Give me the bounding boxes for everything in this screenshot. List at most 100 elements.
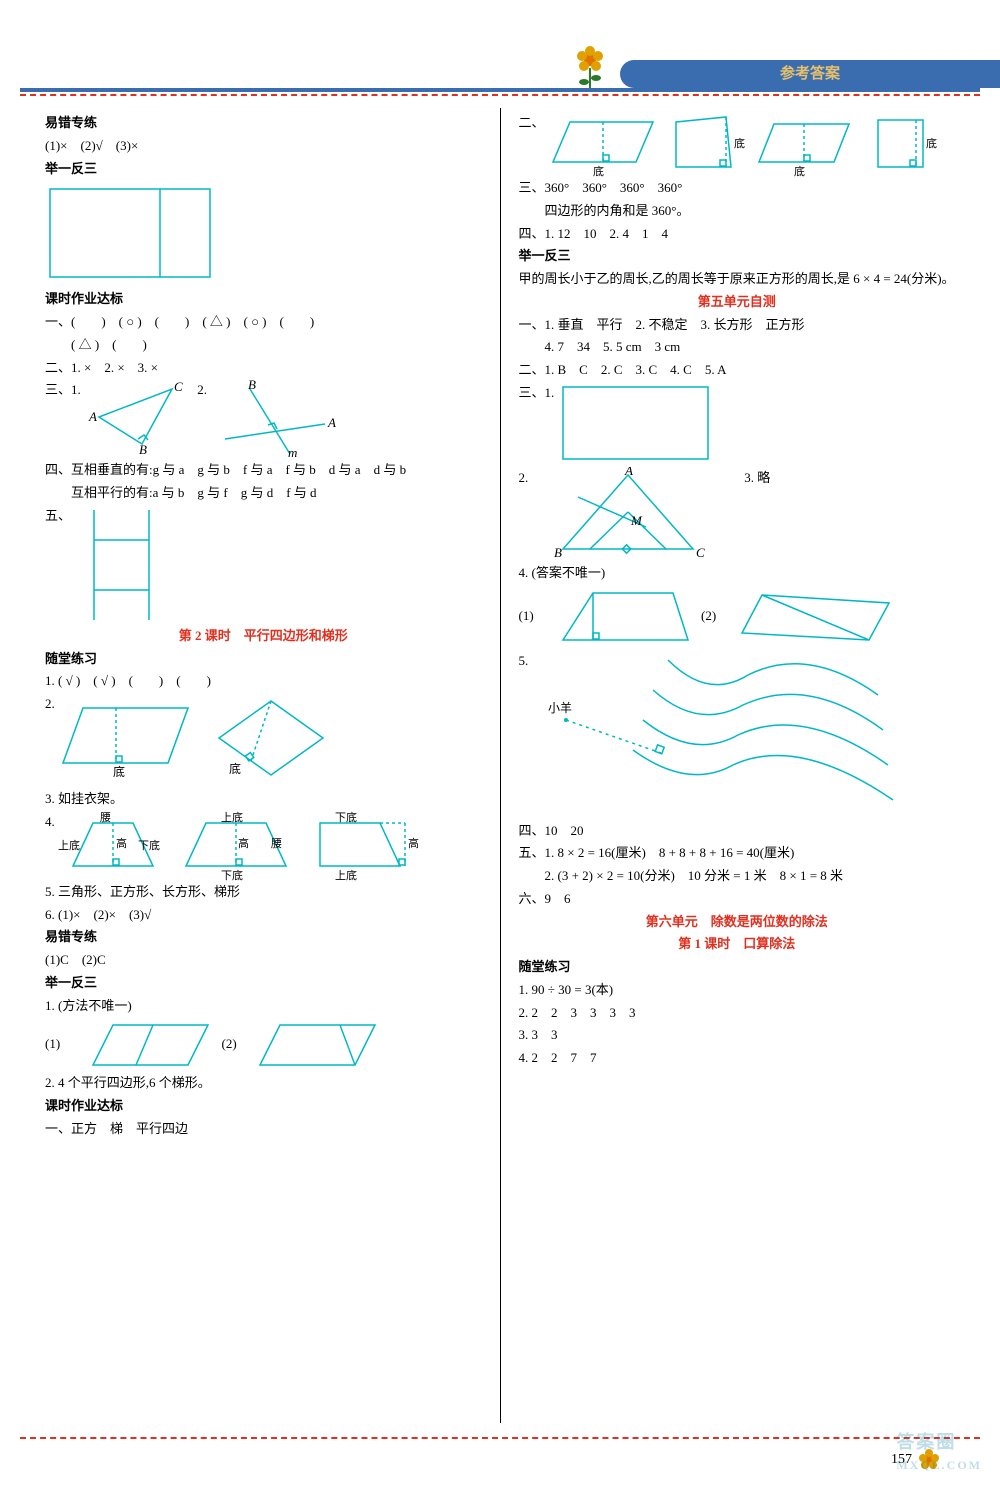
heading: 举一反三 [45, 972, 482, 995]
heading: 举一反三 [45, 158, 482, 181]
heading: 易错专练 [45, 926, 482, 949]
right-column: 二、 底 底 底 [501, 108, 966, 1423]
line: 四、1. 12 10 2. 4 1 4 [519, 223, 956, 246]
svg-text:上底: 上底 [221, 811, 243, 824]
diagram-split-rect [45, 184, 482, 284]
lesson-title: 第 1 课时 口算除法 [519, 933, 956, 956]
line: 3. 3 3 [519, 1024, 956, 1047]
label: 4. [45, 814, 55, 829]
line: 4. 腰 上底 高 下底 上底 高 腰 下底 [45, 811, 482, 881]
red-dash-bottom [20, 1437, 980, 1439]
svg-text:小羊: 小羊 [548, 700, 572, 715]
line: 二、1. B C 2. C 3. C 4. C 5. A [519, 359, 956, 382]
header-title: 参考答案 [620, 60, 1000, 88]
line: 3. 如挂衣架。 [45, 788, 482, 811]
line: 四、互相垂直的有:g 与 a g 与 b f 与 a f 与 b d 与 a d… [45, 459, 482, 482]
line: 一、1. 垂直 平行 2. 不稳定 3. 长方形 正方形 [519, 314, 956, 337]
svg-text:下底: 下底 [221, 868, 243, 881]
line: 二、1. × 2. × 3. × [45, 357, 482, 380]
label: 二、 [519, 115, 545, 130]
label: 五、 [45, 508, 71, 523]
label: 三、1. [519, 385, 555, 400]
label: 2. [197, 382, 207, 397]
line: (1)× (2)√ (3)× [45, 135, 482, 158]
svg-text:腰: 腰 [100, 811, 111, 824]
line: 六、9 6 [519, 888, 956, 911]
svg-text:底: 底 [113, 764, 125, 778]
unit-title: 第五单元自测 [519, 291, 956, 314]
svg-text:A: A [624, 467, 633, 478]
line: 2. 4 个平行四边形,6 个梯形。 [45, 1072, 482, 1095]
line: 互相平行的有:a 与 b g 与 f g 与 d f 与 d [45, 482, 482, 505]
line: 二、 底 底 底 [519, 112, 956, 177]
svg-text:底: 底 [229, 761, 241, 776]
line: 1. 90 ÷ 30 = 3(本) [519, 979, 956, 1002]
content: 易错专练 (1)× (2)√ (3)× 举一反三 课时作业达标 一、( ) ( … [35, 108, 965, 1423]
svg-text:底: 底 [734, 136, 745, 150]
red-dash-top [20, 94, 980, 96]
line: 2. 2 2 3 3 3 3 [519, 1002, 956, 1025]
watermark: 答案圈MXQE.COM [896, 1432, 982, 1475]
label: (2) [222, 1033, 252, 1056]
line: ( △ ) ( ) [45, 334, 482, 357]
line: (1) (2) [519, 585, 956, 650]
line: 三、1. A C B 2. B A m [45, 379, 482, 459]
heading: 随堂练习 [519, 956, 956, 979]
label: (1) [45, 1033, 85, 1056]
heading: 课时作业达标 [45, 288, 482, 311]
label: 三、1. [45, 382, 81, 397]
line: 6. (1)× (2)× (3)√ [45, 904, 482, 927]
blue-rule [20, 88, 980, 92]
svg-text:底: 底 [593, 164, 604, 177]
svg-text:B: B [554, 545, 562, 560]
svg-text:C: C [174, 379, 183, 394]
line: 5. 三角形、正方形、长方形、梯形 [45, 881, 482, 904]
line: 4. 2 2 7 7 [519, 1047, 956, 1070]
heading: 课时作业达标 [45, 1095, 482, 1118]
left-column: 易错专练 (1)× (2)√ (3)× 举一反三 课时作业达标 一、( ) ( … [35, 108, 501, 1423]
line: (1)C (2)C [45, 949, 482, 972]
label: (1) [519, 605, 555, 628]
svg-text:底: 底 [926, 136, 937, 150]
heading: 随堂练习 [45, 648, 482, 671]
line: 1. ( √ ) ( √ ) ( ) ( ) [45, 670, 482, 693]
line: 四边形的内角和是 360°。 [519, 200, 956, 223]
svg-text:C: C [696, 545, 705, 560]
line: 5. 小羊 [519, 650, 956, 820]
svg-text:高: 高 [238, 836, 249, 850]
svg-text:A: A [88, 409, 97, 424]
label: 3. 略 [744, 470, 770, 485]
svg-text:下底: 下底 [335, 811, 357, 824]
svg-text:B: B [139, 442, 147, 454]
svg-text:腰: 腰 [271, 837, 282, 850]
label: (2) [701, 605, 731, 628]
line: 4. 7 34 5. 5 cm 3 cm [519, 336, 956, 359]
svg-text:底: 底 [794, 164, 805, 177]
line: 五、 [45, 505, 482, 625]
line: 一、( ) ( ○ ) ( ) ( △ ) ( ○ ) ( ) [45, 311, 482, 334]
line: 2. A M B C 3. 略 [519, 467, 956, 562]
page: 参考答案 易错专练 (1)× (2)√ (3)× 举一反三 课时作业达标 一、(… [0, 0, 1000, 1493]
line: 甲的周长小于乙的周长,乙的周长等于原来正方形的周长,是 6 × 4 = 24(分… [519, 268, 956, 291]
line: (1) (2) [45, 1017, 482, 1072]
line: 三、1. [519, 382, 956, 467]
label: 2. [519, 467, 545, 490]
heading: 易错专练 [45, 112, 482, 135]
svg-text:B: B [248, 379, 256, 392]
flower-icon [570, 42, 610, 92]
line: 1. (方法不唯一) [45, 995, 482, 1018]
line: 一、正方 梯 平行四边 [45, 1118, 482, 1141]
label: 2. [45, 696, 55, 711]
lesson-title: 第 2 课时 平行四边形和梯形 [45, 625, 482, 648]
line: 五、1. 8 × 2 = 16(厘米) 8 + 8 + 8 + 16 = 40(… [519, 842, 956, 865]
svg-text:M: M [630, 513, 643, 528]
line: 2. (3 + 2) × 2 = 10(分米) 10 分米 = 1 米 8 × … [519, 865, 956, 888]
label: 5. [519, 650, 545, 673]
line: 2. 底 底 [45, 693, 482, 788]
heading: 举一反三 [519, 245, 956, 268]
svg-text:下底: 下底 [138, 838, 160, 852]
line: 三、360° 360° 360° 360° [519, 177, 956, 200]
svg-text:A: A [327, 415, 336, 430]
svg-text:高: 高 [408, 836, 419, 850]
header: 参考答案 [0, 0, 1000, 100]
